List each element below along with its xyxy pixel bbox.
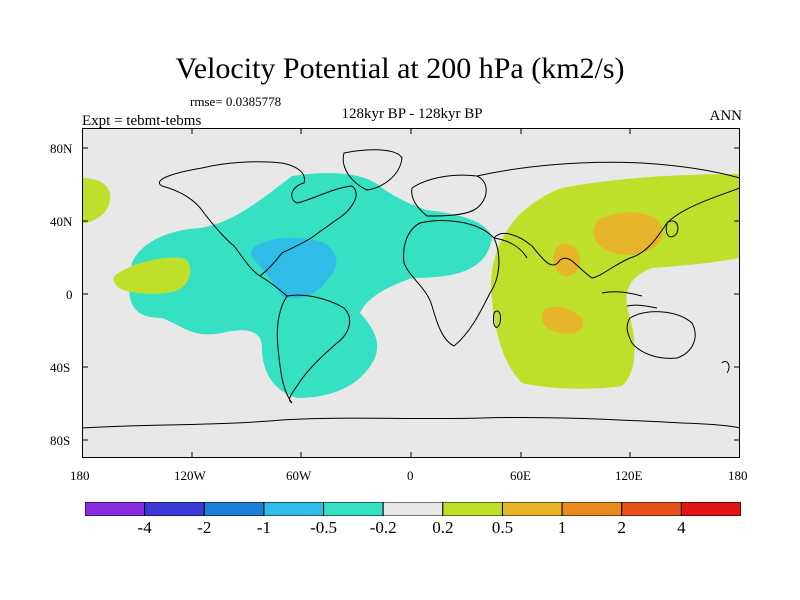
colorbar-swatch bbox=[85, 502, 146, 516]
coast-south-america bbox=[276, 294, 351, 404]
coast-madagascar bbox=[493, 310, 501, 328]
lon-tick-marks bbox=[191, 128, 631, 458]
colorbar-label: -0.2 bbox=[369, 518, 397, 537]
lon-tick-label: 0 bbox=[407, 468, 414, 483]
lon-tick-label: 60E bbox=[510, 468, 531, 483]
colorbar-swatch bbox=[263, 502, 325, 516]
colorbar-swatch bbox=[561, 502, 623, 516]
map-panel bbox=[82, 128, 740, 458]
lat-tick-label: 0 bbox=[66, 287, 73, 302]
coast-arabia bbox=[493, 237, 528, 259]
lon-tick-label: 120W bbox=[174, 468, 206, 483]
coast-africa bbox=[403, 220, 500, 347]
colorbar-swatch bbox=[621, 502, 682, 516]
contour-pos-mid-indian-ocean bbox=[541, 306, 584, 334]
colorbar-swatch bbox=[382, 502, 444, 516]
lon-tick-label: 180 bbox=[70, 468, 90, 483]
coast-australia bbox=[626, 311, 696, 359]
colorbar-label: -1 bbox=[256, 518, 271, 537]
rmse-label: rmse= 0.0385778 bbox=[190, 94, 282, 109]
colorbar-swatch bbox=[442, 502, 503, 516]
experiment-label: Expt = tebmt-tebms bbox=[82, 113, 202, 129]
colorbar-label: 0.2 bbox=[432, 518, 454, 537]
colorbar-swatch bbox=[203, 502, 265, 516]
contour-pos-weak-dateline bbox=[82, 178, 111, 224]
coast-antarctica bbox=[82, 416, 740, 429]
coast-new-zealand bbox=[721, 360, 730, 374]
colorbar-label: 0.5 bbox=[491, 518, 514, 537]
coastlines bbox=[82, 149, 740, 429]
season-label: ANN bbox=[709, 108, 743, 124]
colorbar-swatch bbox=[680, 502, 741, 516]
lat-tick-label: 40N bbox=[50, 214, 73, 229]
coast-central-america bbox=[259, 275, 288, 297]
coast-europe bbox=[411, 174, 487, 217]
colorbar-label: -2 bbox=[197, 518, 212, 537]
colorbar-label: -4 bbox=[137, 518, 152, 537]
coast-north-america bbox=[159, 161, 357, 277]
contour-pos-mid-india bbox=[553, 243, 581, 277]
colorbar-swatch bbox=[501, 502, 563, 516]
colorbar-swatch bbox=[323, 502, 384, 516]
colorbar-label: -0.5 bbox=[310, 518, 337, 537]
lat-tick-label: 80S bbox=[50, 433, 71, 448]
lon-tick-label: 180 bbox=[728, 468, 748, 483]
lon-tick-label: 120E bbox=[615, 468, 643, 483]
lat-tick-marks bbox=[82, 147, 740, 441]
contour-pos-weak-pacific bbox=[113, 257, 191, 294]
coast-indonesia bbox=[601, 291, 658, 309]
colorbar bbox=[85, 502, 741, 516]
colorbar-label: 4 bbox=[677, 518, 686, 537]
period-label: 128kyr BP - 128kyr BP bbox=[341, 106, 483, 122]
colorbar-label: 1 bbox=[557, 518, 567, 537]
lat-tick-label: 40S bbox=[50, 360, 71, 375]
coast-japan bbox=[665, 220, 679, 238]
plot-title: Velocity Potential at 200 hPa (km2/s) bbox=[175, 52, 625, 85]
lon-tick-label: 60W bbox=[286, 468, 312, 483]
colorbar-label: 2 bbox=[617, 518, 626, 537]
coast-greenland bbox=[342, 149, 403, 191]
contour-pos-mid-korea bbox=[593, 212, 663, 255]
lat-tick-label: 80N bbox=[50, 141, 73, 156]
contour-neg-mid-caribbean bbox=[251, 237, 337, 299]
colorbar-swatch bbox=[144, 502, 205, 516]
coast-asia bbox=[476, 161, 740, 279]
